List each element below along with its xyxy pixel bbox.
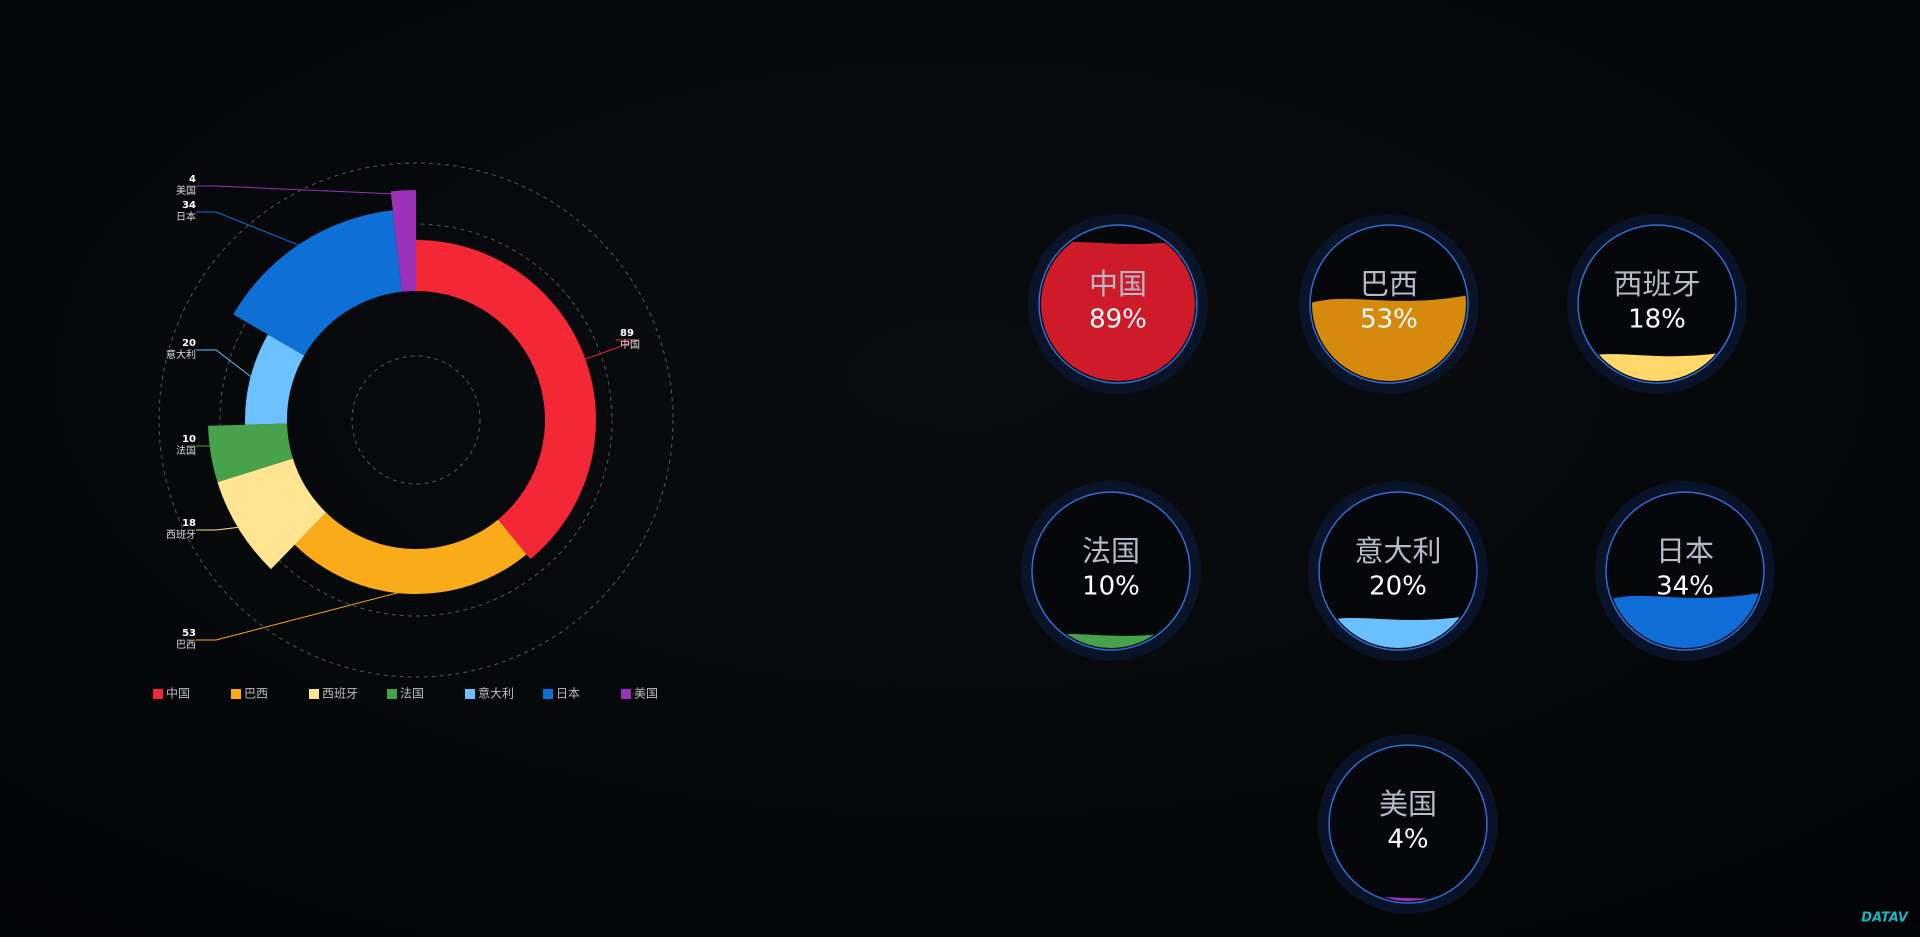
gauge-name: 巴西 bbox=[1360, 267, 1418, 301]
gauge-border bbox=[1031, 491, 1191, 651]
liquid-gauge: 法国 10% bbox=[1021, 481, 1201, 661]
gauge-value: 10% bbox=[1082, 572, 1140, 602]
legend-swatch bbox=[621, 689, 631, 699]
slice-label: 中国 bbox=[620, 338, 640, 351]
legend-label: 西班牙 bbox=[322, 687, 358, 701]
liquid-fill bbox=[1312, 295, 1466, 381]
gauge-glow bbox=[1028, 214, 1208, 394]
liquid-gauge: 巴西 53% bbox=[1299, 214, 1479, 394]
slice-value: 89 bbox=[620, 328, 634, 339]
liquid-gauge: 意大利 20% bbox=[1308, 481, 1488, 661]
gauge-value: 34% bbox=[1656, 572, 1714, 602]
slice-value: 34 bbox=[182, 200, 196, 211]
gauge-glow bbox=[1318, 734, 1498, 914]
gauge-glow bbox=[1021, 481, 1201, 661]
gauge-border bbox=[1318, 491, 1478, 651]
slice-label: 美国 bbox=[176, 184, 196, 197]
slice-label: 巴西 bbox=[176, 639, 196, 651]
legend-label: 日本 bbox=[556, 687, 580, 701]
pie-slice bbox=[416, 240, 597, 559]
gauge-value: 18% bbox=[1628, 305, 1686, 335]
pie-slice bbox=[244, 334, 305, 425]
legend-label: 美国 bbox=[634, 687, 658, 701]
legend-label: 法国 bbox=[400, 687, 424, 701]
slice-label: 意大利 bbox=[166, 348, 196, 361]
slice-value: 20 bbox=[182, 338, 196, 349]
liquid-gauge: 西班牙 18% bbox=[1567, 214, 1747, 394]
logo: DATAV bbox=[1861, 911, 1909, 926]
gauge-name: 中国 bbox=[1089, 267, 1147, 301]
slice-label: 日本 bbox=[176, 210, 196, 223]
pie-slice bbox=[390, 190, 416, 292]
legend-label: 意大利 bbox=[478, 686, 514, 701]
gauge-name: 美国 bbox=[1379, 787, 1437, 821]
gauge-name: 法国 bbox=[1082, 534, 1140, 568]
liquid-fill bbox=[1041, 238, 1195, 381]
pie-slice bbox=[208, 423, 293, 483]
leader-line bbox=[196, 349, 255, 380]
legend-swatch bbox=[387, 689, 397, 699]
legend-label: 中国 bbox=[166, 686, 190, 701]
liquid-gauge: 中国 89% bbox=[1028, 214, 1208, 394]
legend-swatch bbox=[465, 689, 475, 699]
slice-label: 西班牙 bbox=[166, 529, 196, 541]
gauge-value: 89% bbox=[1089, 305, 1147, 335]
legend-swatch bbox=[231, 689, 241, 699]
legend-swatch bbox=[153, 689, 163, 699]
legend-label: 巴西 bbox=[244, 687, 268, 701]
gauge-glow bbox=[1308, 481, 1488, 661]
legend-swatch bbox=[543, 689, 553, 699]
gauge-glow bbox=[1595, 481, 1775, 661]
gauge-value: 53% bbox=[1360, 305, 1418, 335]
gauge-border bbox=[1328, 744, 1488, 904]
leader-line bbox=[196, 526, 243, 531]
liquid-fill bbox=[1331, 892, 1485, 901]
gauge-glow bbox=[1299, 214, 1479, 394]
gauge-name: 西班牙 bbox=[1613, 267, 1700, 301]
pie-slice bbox=[217, 458, 327, 570]
leader-line bbox=[196, 211, 303, 248]
slice-value: 18 bbox=[182, 518, 196, 529]
gauge-name: 日本 bbox=[1656, 534, 1714, 568]
ring bbox=[158, 162, 674, 678]
leader-line bbox=[196, 589, 410, 641]
liquid-fill bbox=[1608, 592, 1762, 648]
gauge-glow bbox=[1567, 214, 1747, 394]
pie-slice bbox=[233, 210, 402, 356]
leader-line bbox=[581, 339, 639, 362]
slice-value: 10 bbox=[182, 434, 196, 445]
slice-value: 4 bbox=[189, 174, 196, 185]
gauge-name: 意大利 bbox=[1354, 534, 1441, 568]
ring bbox=[351, 355, 481, 485]
gauge-value: 20% bbox=[1369, 572, 1427, 602]
leader-line bbox=[196, 185, 404, 195]
gauge-border bbox=[1577, 224, 1737, 384]
leader-line bbox=[196, 445, 217, 454]
legend-swatch bbox=[309, 689, 319, 699]
liquid-gauge: 美国 4% bbox=[1318, 734, 1498, 914]
gauge-value: 4% bbox=[1387, 825, 1428, 855]
slice-value: 53 bbox=[182, 628, 196, 639]
liquid-gauge: 日本 34% bbox=[1595, 481, 1775, 661]
slice-label: 法国 bbox=[176, 444, 196, 457]
pie-slice bbox=[294, 512, 527, 594]
